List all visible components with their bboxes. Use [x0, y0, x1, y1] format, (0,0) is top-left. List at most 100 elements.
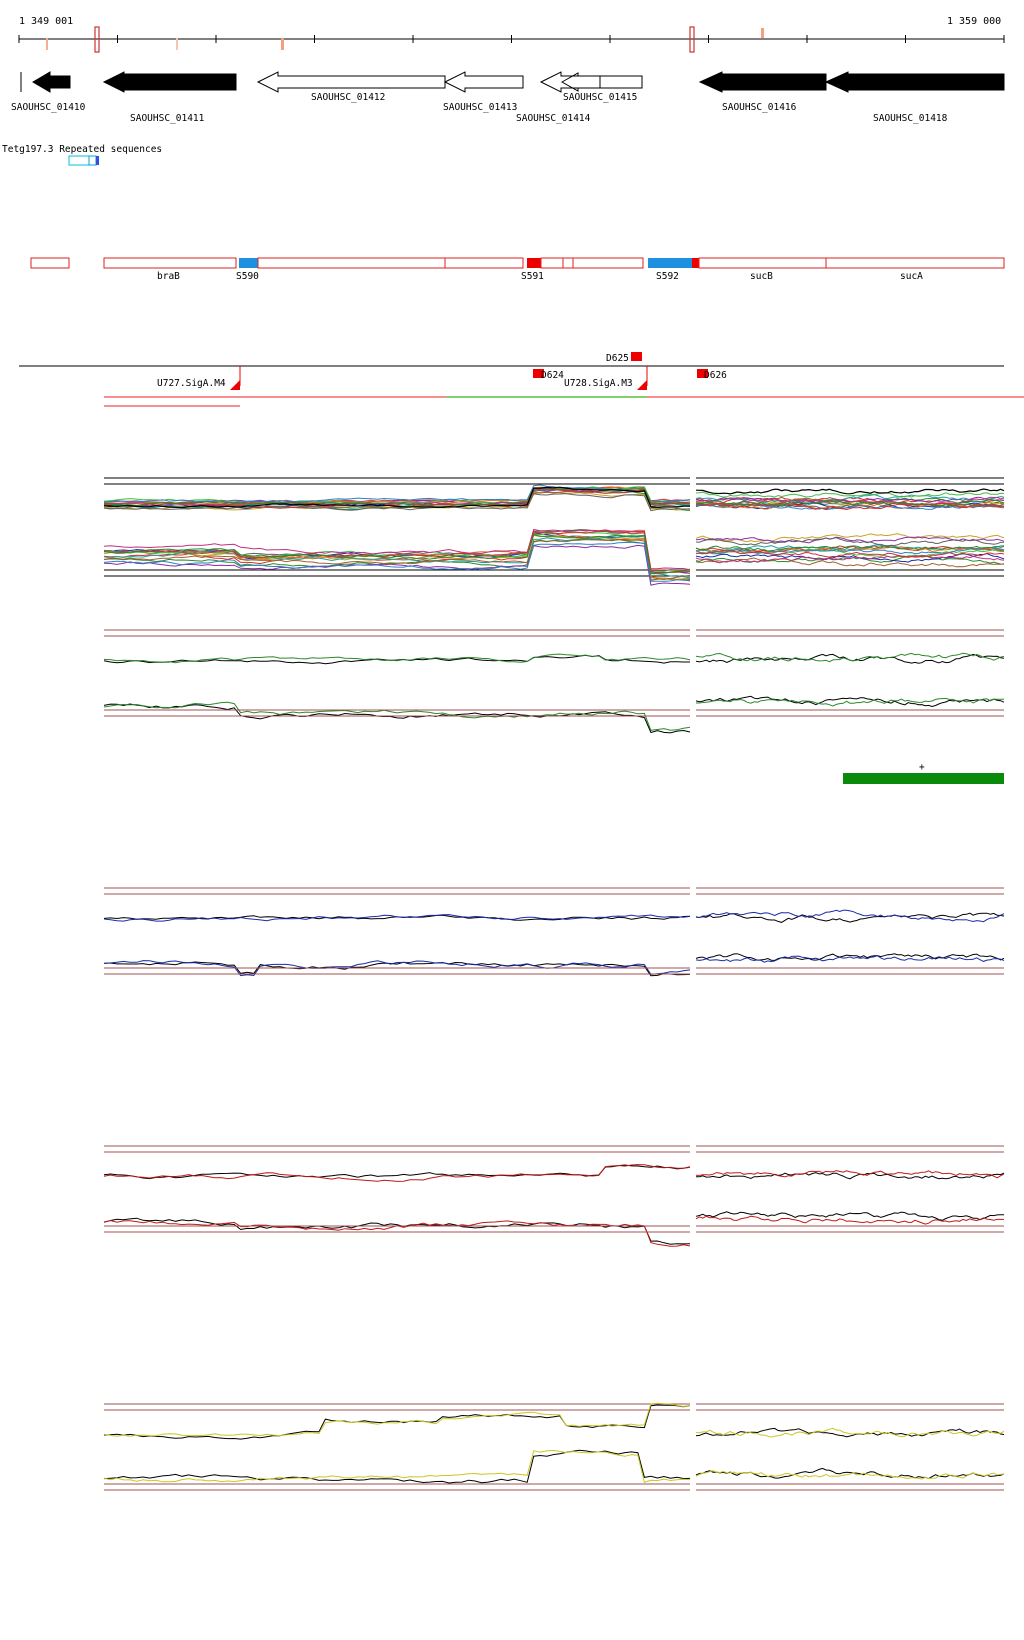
expression-series [103, 484, 691, 503]
expression-series [695, 695, 1005, 708]
expression-series [103, 1164, 691, 1182]
expression-series [695, 1170, 1005, 1179]
expression-panel-multi [103, 477, 1005, 586]
expression-panel-yellow [103, 1402, 1005, 1491]
segment-box[interactable] [692, 258, 699, 268]
expression-series [695, 499, 1005, 507]
expression-series [695, 912, 1005, 923]
expression-series [103, 493, 691, 512]
end-coordinate: 1 359 000 [947, 16, 1001, 27]
expression-series [103, 486, 690, 509]
expression-series [695, 909, 1005, 923]
expression-series [103, 1449, 691, 1484]
segment-label: S592 [656, 271, 679, 282]
expression-series [103, 1164, 691, 1180]
gene-arrow[interactable] [32, 71, 71, 93]
repeat-block[interactable] [88, 155, 97, 166]
segment-box[interactable] [572, 257, 644, 269]
segment-label: S591 [521, 271, 544, 282]
expression-series [103, 534, 691, 581]
expression-series [103, 1402, 691, 1437]
segment-box-s591[interactable] [527, 258, 541, 268]
feature-d625[interactable] [631, 352, 642, 361]
coordinate-ruler: 1 349 001 1 359 000 [18, 16, 1005, 53]
expression-series [695, 488, 1005, 495]
gene-arrow[interactable] [256, 71, 446, 93]
gene-arrow[interactable] [698, 71, 827, 93]
segment-box[interactable] [825, 257, 1005, 269]
gene-label: SAOUHSC_01416 [722, 102, 797, 113]
segment-box[interactable] [103, 257, 237, 269]
gene-arrow[interactable] [539, 71, 601, 93]
segment-box-s592[interactable] [648, 258, 692, 268]
ruler-tick-mark [46, 38, 48, 50]
segment-label: sucA [900, 271, 923, 282]
expression-series [696, 697, 1005, 707]
gene-label: SAOUHSC_01410 [11, 102, 86, 113]
feature-d624[interactable] [533, 369, 544, 378]
expression-panel-green [103, 629, 1005, 734]
feature-d626[interactable] [697, 369, 708, 378]
expression-series [695, 955, 1005, 963]
expression-series [103, 544, 691, 586]
expression-series [695, 546, 1005, 555]
expression-series [103, 654, 690, 665]
expression-series [103, 914, 691, 922]
gene-label: SAOUHSC_01412 [311, 92, 385, 103]
expression-series [695, 553, 1005, 563]
segment-label: S590 [236, 271, 259, 282]
expression-series [103, 703, 691, 734]
ruler-tick-mark [761, 28, 764, 38]
expression-series [695, 491, 1005, 498]
segment-box[interactable] [562, 257, 574, 269]
segment-box[interactable] [257, 257, 446, 269]
expression-series [103, 531, 691, 574]
green-annotation-track: + [843, 762, 1004, 784]
feature-label: D624 [541, 370, 564, 381]
expression-series [695, 557, 1005, 568]
gene-arrow[interactable] [824, 71, 1005, 93]
gene-arrow[interactable] [102, 71, 237, 93]
repeat-block[interactable] [96, 156, 99, 165]
segment-box[interactable] [444, 257, 524, 269]
gene-label: SAOUHSC_01415 [563, 92, 637, 103]
green-block[interactable] [843, 773, 1004, 784]
expression-series [103, 534, 691, 575]
gene-arrow[interactable] [443, 71, 524, 93]
expression-series [103, 701, 691, 731]
segment-box-s590[interactable] [239, 258, 258, 268]
expression-series [103, 1404, 691, 1440]
ruler-tick-mark [281, 38, 284, 50]
ruler-marker[interactable] [94, 26, 100, 53]
gene-label: SAOUHSC_01413 [443, 102, 517, 113]
expression-series [695, 537, 1005, 547]
expression-series [695, 1427, 1005, 1438]
green-block-marker: + [919, 762, 925, 773]
segment-box[interactable] [698, 257, 827, 269]
segment-label: braB [157, 271, 180, 282]
feature-track: D625 D624 D626 U727.SigA.M4 U728.SigA.M3 [19, 352, 1024, 407]
ruler-marker[interactable] [689, 26, 695, 53]
expression-series [695, 1215, 1005, 1225]
repeat-block[interactable] [68, 155, 90, 166]
feature-label: U728.SigA.M3 [564, 378, 633, 389]
expression-series [695, 1427, 1005, 1438]
expression-panel-blue [103, 887, 1005, 977]
expression-series [695, 502, 1005, 511]
segment-box[interactable] [30, 257, 70, 269]
gene-label: SAOUHSC_01414 [516, 113, 591, 124]
promoter-m4-flag [230, 380, 240, 390]
gene-arrow[interactable] [560, 72, 643, 92]
expression-series [695, 555, 1005, 564]
expression-series [103, 528, 691, 571]
segment-box[interactable] [540, 257, 564, 269]
expression-series [103, 532, 691, 582]
gene-track: SAOUHSC_01410 SAOUHSC_01411 SAOUHSC_0141… [11, 71, 1005, 124]
segment-label: sucB [750, 271, 773, 282]
expression-series [695, 533, 1005, 543]
expression-series [103, 487, 691, 506]
expression-series [695, 653, 1005, 664]
start-coordinate: 1 349 001 [19, 16, 73, 27]
expression-series [103, 961, 691, 977]
feature-label: D626 [704, 370, 727, 381]
